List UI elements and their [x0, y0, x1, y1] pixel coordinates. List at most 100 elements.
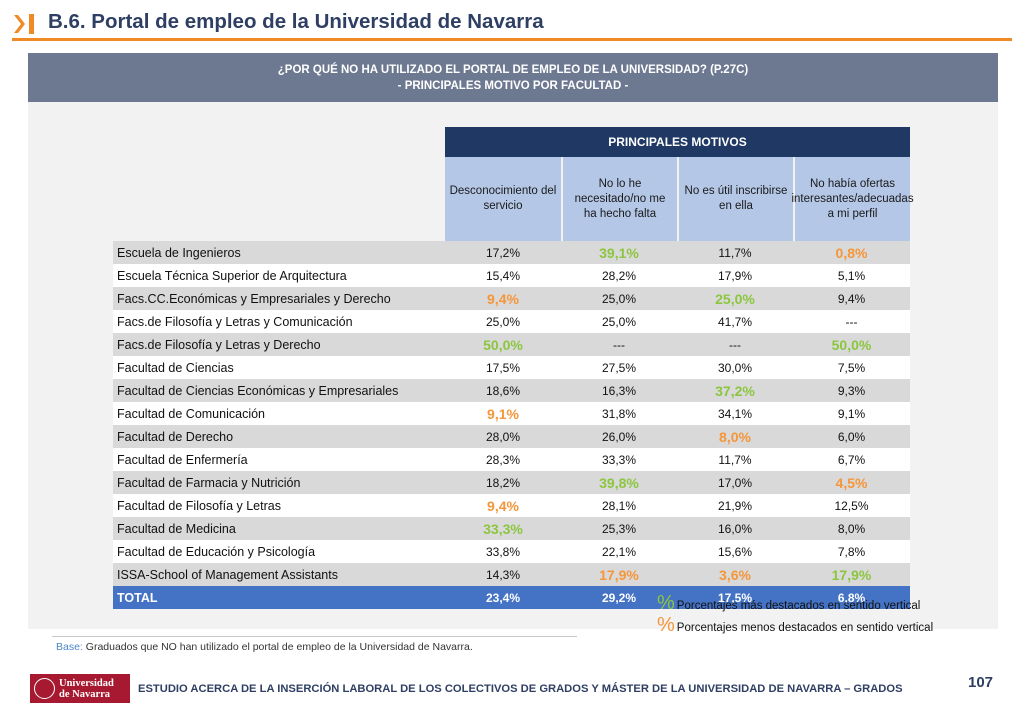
table-row: Facs.de Filosofía y Letras y Comunicació…: [113, 310, 910, 333]
total-cell: 29,2%: [601, 590, 637, 605]
table-cell: 9,3%: [837, 383, 866, 398]
table-row: Facultad de Farmacia y Nutrición 18,2% 39,…: [113, 471, 910, 494]
table-row: Facultad de Comunicación 9,1% 31,8% 34,1% 9,…: [113, 402, 910, 425]
column-header: Desconocimiento del servicio: [445, 157, 561, 241]
column-header: No es útil inscribirse en ella: [677, 157, 793, 241]
question-banner: ¿POR QUÉ NO HA UTILIZADO EL PORTAL DE EM…: [28, 53, 998, 102]
table-cell: 50,0%: [483, 336, 523, 353]
faculty-name: Facultad de Comunicación: [117, 406, 265, 421]
table-cell: 33,3%: [601, 452, 637, 467]
faculty-name: Escuela Técnica Superior de Arquitectura: [117, 268, 347, 283]
table-cell: 21,9%: [717, 498, 753, 513]
total-cell: 17,5%: [717, 590, 753, 605]
table-row: Facs.CC.Económicas y Empresariales y Der…: [113, 287, 910, 310]
table-cell: 17,9%: [599, 566, 639, 583]
table-cell: ---: [729, 337, 741, 352]
table-cell: 15,4%: [485, 268, 521, 283]
base-label: Base:: [56, 641, 83, 653]
table-cell: 6,0%: [837, 429, 866, 444]
table-cell: 37,2%: [715, 382, 755, 399]
table-row: ISSA-School of Management Assistants 14,3…: [113, 563, 910, 586]
table-row: Facultad de Ciencias 17,5% 27,5% 30,0% 7,5%: [113, 356, 910, 379]
table-cell: 22,1%: [601, 544, 637, 559]
table-row: Facultad de Enfermería 28,3% 33,3% 11,7% 6,7…: [113, 448, 910, 471]
faculty-name: Facultad de Educación y Psicología: [117, 544, 316, 559]
table-cell: 9,1%: [487, 405, 519, 422]
faculty-name: Escuela de Ingenieros: [117, 245, 241, 260]
table-cell: 5,1%: [837, 268, 866, 283]
table-cell: 28,0%: [485, 429, 521, 444]
table-cell: 9,4%: [487, 497, 519, 514]
table-cell: 50,0%: [831, 336, 872, 353]
table-cell: 28,2%: [601, 268, 637, 283]
table-cell: 25,3%: [601, 521, 637, 536]
logo-line-1: Universidad: [59, 677, 114, 689]
faculty-name: Facultad de Derecho: [117, 429, 234, 444]
legend-low: % Porcentajes menos destacados en sentid…: [657, 614, 933, 637]
table-row: Facultad de Filosofía y Letras 9,4% 28,1% 2…: [113, 494, 910, 517]
table-cell: 33,8%: [485, 544, 521, 559]
chevron-bar-icon: [14, 14, 34, 34]
table-row: Facultad de Educación y Psicología 33,8% 2…: [113, 540, 910, 563]
table-cell: 25,0%: [485, 314, 521, 329]
footer-study-title: ESTUDIO ACERCA DE LA INSERCIÓN LABORAL D…: [138, 683, 903, 695]
total-label: TOTAL: [117, 590, 158, 605]
table-cell: 8,0%: [837, 521, 866, 536]
faculty-name: Facultad de Enfermería: [117, 452, 248, 467]
table-row: Facultad de Derecho 28,0% 26,0% 8,0% 6,0%: [113, 425, 910, 448]
table-cell: 14,3%: [485, 567, 521, 582]
total-cell: 23,4%: [485, 590, 521, 605]
table-row: Facs.de Filosofía y Letras y Derecho 50,0…: [113, 333, 910, 356]
table-cell: 17,9%: [831, 566, 872, 583]
faculty-name: Facultad de Filosofía y Letras: [117, 498, 281, 513]
table-cell: 18,6%: [485, 383, 521, 398]
column-header: No había ofertas interesantes/adecuadas …: [791, 157, 914, 241]
column-header: No lo he necesitado/no me ha hecho falta: [561, 157, 677, 241]
base-text: Graduados que NO han utilizado el portal…: [82, 641, 473, 653]
table-cell: 9,4%: [487, 290, 519, 307]
table-row: Escuela Técnica Superior de Arquitectura…: [113, 264, 910, 287]
table-cell: 16,3%: [601, 383, 637, 398]
table-cell: 9,4%: [837, 291, 866, 306]
table-cell: 0,8%: [835, 244, 868, 261]
table-cell: 34,1%: [717, 406, 753, 421]
table-cell: 28,3%: [485, 452, 521, 467]
legend-low-label: Porcentajes menos destacados en sentido …: [676, 622, 934, 634]
university-logo: Universidad de Navarra: [30, 674, 130, 703]
question-text: ¿POR QUÉ NO HA UTILIZADO EL PORTAL DE EM…: [277, 64, 749, 76]
base-divider: [52, 636, 577, 637]
table-cell: 17,9%: [717, 268, 753, 283]
table-cell: 8,0%: [719, 428, 751, 445]
table-cell: 41,7%: [717, 314, 753, 329]
table-row: Escuela de Ingenieros 17,2% 39,1% 11,7% 0,8%: [113, 241, 910, 264]
faculty-name: ISSA-School of Management Assistants: [117, 567, 338, 582]
legend-high-label: Porcentajes más destacados en sentido ve…: [676, 600, 921, 612]
legend-low-symbol: %: [657, 614, 675, 636]
table-row: Facultad de Ciencias Económicas y Empres…: [113, 379, 910, 402]
header-divider: [12, 38, 1012, 41]
table-cell: 18,2%: [485, 475, 521, 490]
table-cell: 11,7%: [718, 245, 752, 260]
table-cell: 17,5%: [485, 360, 521, 375]
base-note: Base: Graduados que NO han utilizado el …: [56, 641, 473, 653]
faculty-name: Facultad de Ciencias Económicas y Empres…: [117, 383, 399, 398]
legend-high: % Porcentajes más destacados en sentido …: [657, 592, 920, 615]
table-cell: 33,3%: [483, 520, 523, 537]
table-cell: 16,0%: [717, 521, 753, 536]
table-cell: 15,6%: [717, 544, 753, 559]
question-subtitle: - PRINCIPALES MOTIVO POR FACULTAD -: [397, 80, 629, 92]
table-cell: 25,0%: [601, 314, 637, 329]
table-cell: 12,5%: [834, 498, 869, 513]
page-number: 107: [968, 674, 994, 691]
total-row: TOTAL 23,4% 29,2% 17,5% 6,8%: [113, 586, 910, 609]
table-cell: 11,7%: [718, 452, 752, 467]
table-cell: 17,2%: [485, 245, 521, 260]
faculty-name: Facs.CC.Económicas y Empresariales y Der…: [117, 291, 391, 306]
faculty-name: Facultad de Farmacia y Nutrición: [117, 475, 301, 490]
table-cell: 39,8%: [599, 474, 639, 491]
faculty-name: Facultad de Ciencias: [117, 360, 234, 375]
table-cell: 7,5%: [837, 360, 866, 375]
table-cell: 31,8%: [601, 406, 637, 421]
table-cell: 9,1%: [837, 406, 866, 421]
logo-line-2: de Navarra: [59, 688, 111, 700]
